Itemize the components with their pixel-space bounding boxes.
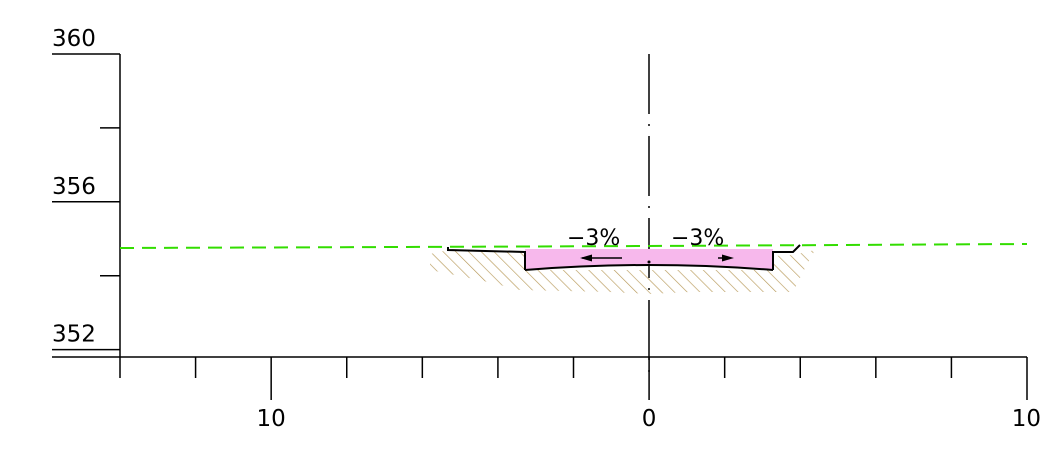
y-ticks: 360 356 352 (52, 26, 120, 351)
y-tick-label: 360 (52, 26, 96, 52)
left-slope-label: −3% (567, 226, 620, 251)
centerline-marker (647, 260, 651, 264)
ground-line (119, 243, 1028, 249)
right-slope-label: −3% (671, 226, 724, 251)
x-tick-label: 0 (642, 406, 657, 432)
y-tick-label: 356 (52, 174, 96, 200)
earthwork-hatch (430, 250, 815, 294)
x-tick-label: 10 (257, 406, 286, 432)
y-tick-label: 352 (52, 322, 96, 348)
x-tick-label: 10 (1012, 406, 1041, 432)
pavement-layer (525, 249, 773, 270)
section-outline (447, 244, 801, 271)
x-ticks: 10 0 10 (119, 357, 1041, 432)
right-slope-arrow (718, 254, 734, 262)
left-slope-arrow (580, 254, 622, 262)
